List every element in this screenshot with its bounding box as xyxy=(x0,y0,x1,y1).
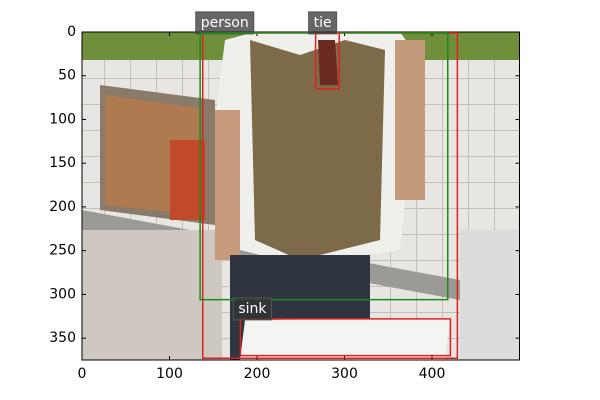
y-tick-label: 200 xyxy=(49,199,76,215)
y-tick-label: 150 xyxy=(49,155,76,171)
x-tick-label: 400 xyxy=(419,366,446,382)
x-tick-label: 0 xyxy=(78,366,87,382)
y-tick-label: 350 xyxy=(49,330,76,346)
x-tick-label: 100 xyxy=(156,366,183,382)
label-background xyxy=(195,11,255,35)
x-tick-label: 300 xyxy=(331,366,358,382)
label-background xyxy=(308,11,338,35)
axes-frame xyxy=(81,31,520,361)
photo xyxy=(82,32,520,360)
y-tick-label: 0 xyxy=(67,24,76,40)
box-label: tie xyxy=(314,15,332,31)
y-tick-label: 300 xyxy=(49,286,76,302)
bounding-box xyxy=(239,318,452,357)
label-background xyxy=(232,297,273,321)
box-label: sink xyxy=(238,301,267,317)
y-tick-label: 50 xyxy=(58,68,76,84)
y-tick-label: 100 xyxy=(49,111,76,127)
box-label: person xyxy=(201,15,249,31)
y-tick-label: 250 xyxy=(49,243,76,259)
x-tick-label: 200 xyxy=(244,366,271,382)
